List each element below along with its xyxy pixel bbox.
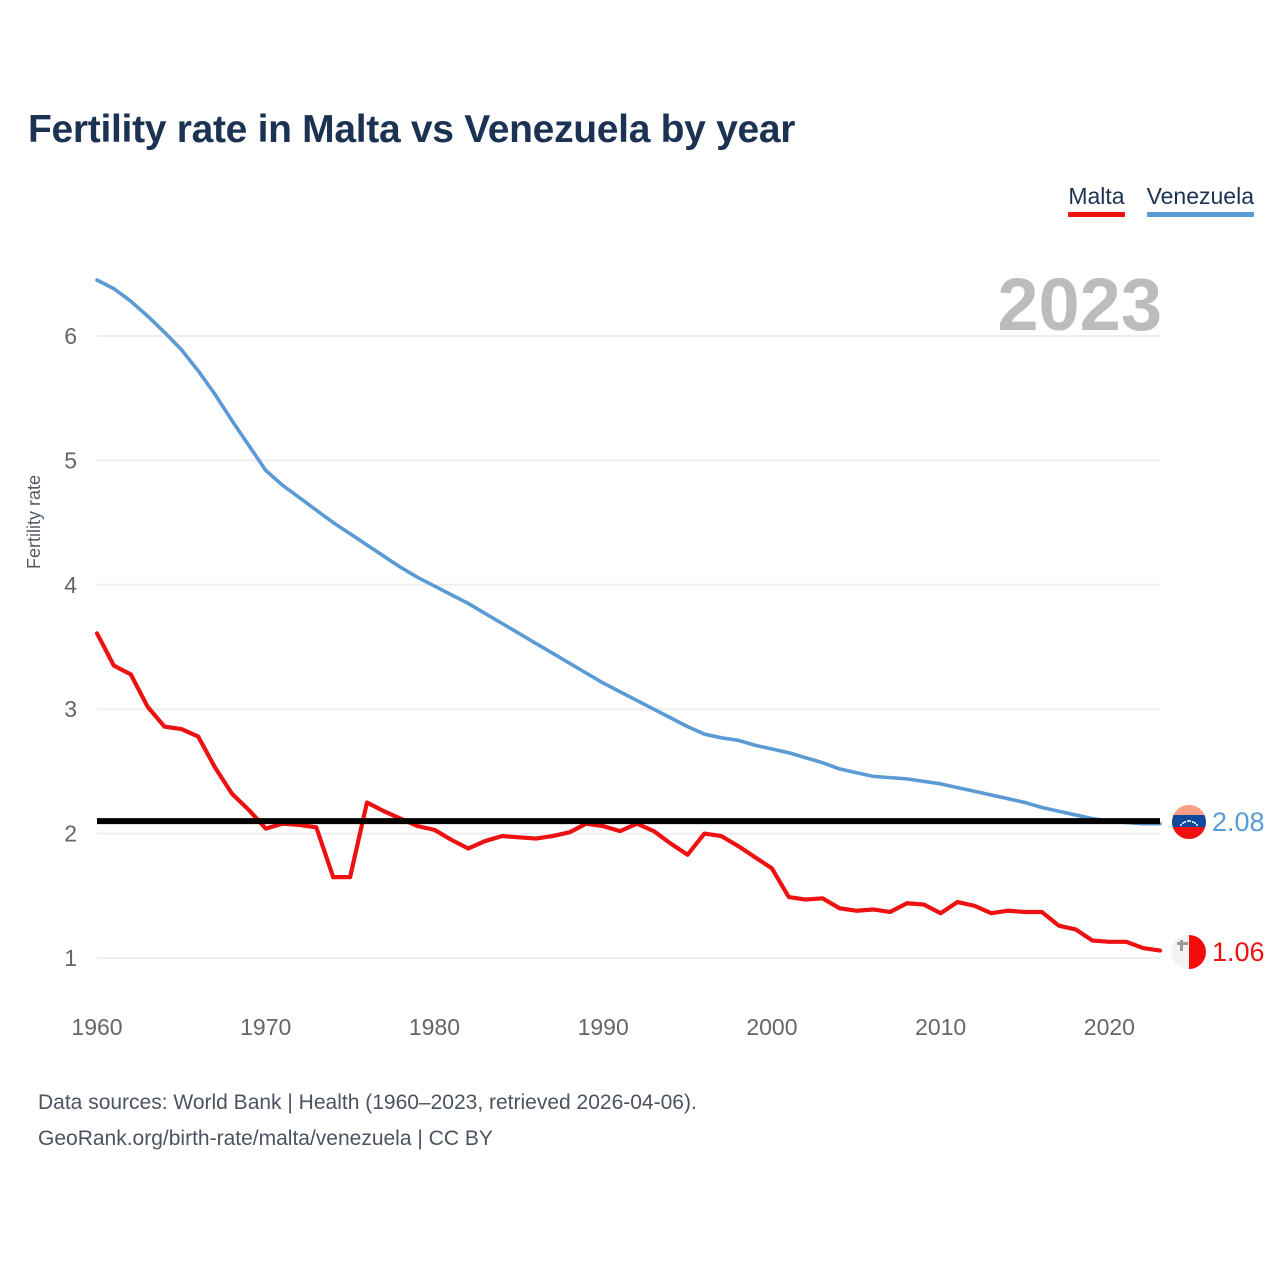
x-tick-label: 1970: [240, 1014, 291, 1040]
venezuela-flag-icon: [1172, 805, 1206, 839]
x-tick-label: 2010: [915, 1014, 966, 1040]
footer: Data sources: World Bank | Health (1960–…: [38, 1085, 697, 1157]
x-tick-label: 2020: [1084, 1014, 1135, 1040]
end-value-malta: 1.06: [1212, 936, 1265, 967]
legend-swatch-malta: [1068, 212, 1125, 217]
legend-item-malta[interactable]: Malta: [1068, 183, 1125, 217]
legend-label-malta: Malta: [1068, 183, 1125, 209]
series-line-venezuela: [95, 278, 1162, 826]
x-tick-label: 1990: [578, 1014, 629, 1040]
y-tick-label: 5: [64, 447, 77, 473]
end-label-venezuela: 2.08: [1172, 805, 1265, 839]
chart-legend: Malta Venezuela: [1068, 183, 1254, 217]
y-tick-label: 1: [64, 945, 77, 971]
y-tick-label: 2: [64, 821, 77, 847]
y-tick-label: 4: [64, 572, 77, 598]
y-tick-label: 6: [64, 323, 77, 349]
series-line-malta: [94, 631, 1163, 953]
y-tick-label: 3: [64, 696, 77, 722]
x-tick-label: 1960: [71, 1014, 122, 1040]
end-label-malta: 1.06: [1172, 935, 1265, 969]
legend-item-venezuela[interactable]: Venezuela: [1146, 183, 1254, 217]
y-axis-title: Fertility rate: [24, 474, 44, 569]
legend-label-venezuela: Venezuela: [1146, 183, 1254, 209]
footer-line-sources: Data sources: World Bank | Health (1960–…: [38, 1091, 697, 1114]
malta-flag-icon: [1172, 935, 1206, 969]
footer-line-attribution: GeoRank.org/birth-rate/malta/venezuela |…: [38, 1127, 493, 1150]
end-value-venezuela: 2.08: [1212, 806, 1265, 837]
page-title: Fertility rate in Malta vs Venezuela by …: [28, 108, 796, 151]
year-watermark: 2023: [997, 263, 1162, 346]
x-tick-label: 1980: [409, 1014, 460, 1040]
x-tick-label: 2000: [746, 1014, 797, 1040]
legend-swatch-venezuela: [1146, 212, 1254, 217]
